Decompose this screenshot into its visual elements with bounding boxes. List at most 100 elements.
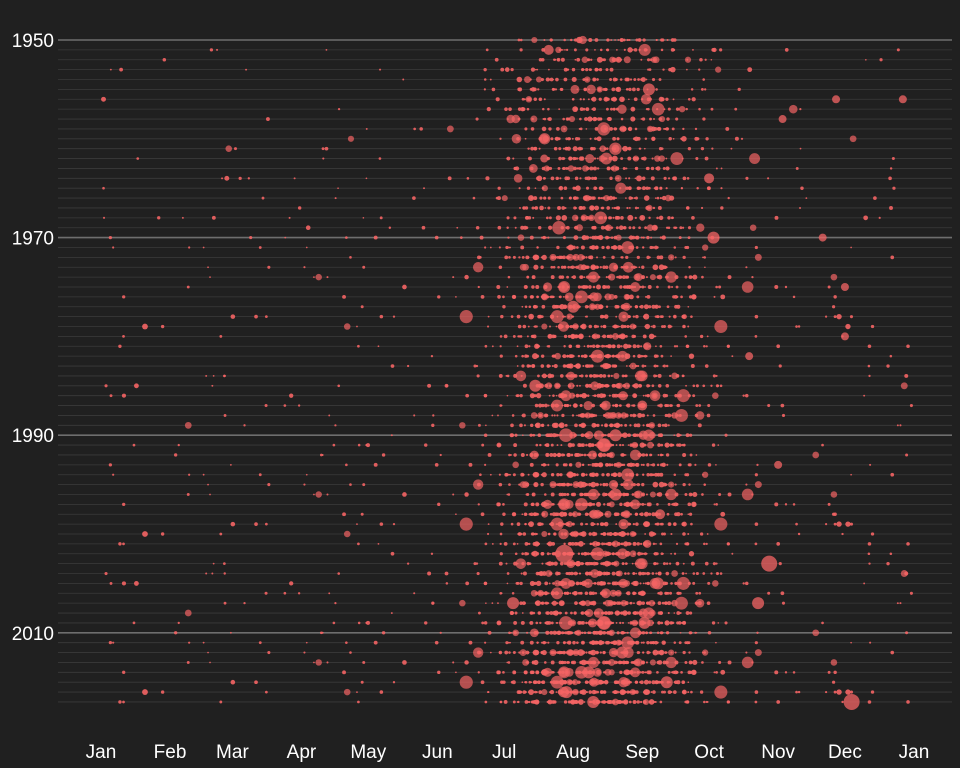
data-point [604, 265, 609, 269]
data-point [618, 325, 621, 328]
data-point [583, 551, 588, 556]
data-point [609, 226, 611, 229]
data-point [532, 216, 535, 219]
data-point [593, 235, 598, 240]
data-point [656, 216, 659, 220]
data-point [211, 215, 216, 220]
data-point [549, 552, 552, 555]
data-point [133, 580, 139, 586]
data-point [532, 433, 536, 437]
data-point [682, 690, 686, 694]
data-point [538, 522, 543, 527]
data-point [741, 488, 754, 501]
data-point [710, 235, 715, 240]
data-point [540, 551, 545, 556]
data-point [184, 421, 192, 429]
data-point [596, 334, 601, 339]
data-point [582, 365, 585, 368]
data-point [413, 127, 416, 131]
data-point [695, 591, 699, 595]
data-point [600, 383, 605, 388]
data-point [473, 562, 477, 566]
data-point [624, 423, 628, 427]
data-point [392, 315, 396, 318]
data-point [615, 570, 621, 577]
data-point [645, 186, 649, 190]
data-point [715, 167, 718, 170]
data-point [585, 48, 589, 52]
data-point [572, 146, 578, 152]
data-point [592, 285, 596, 289]
data-point [718, 285, 722, 289]
data-point [526, 561, 530, 566]
data-point [616, 541, 621, 546]
data-point [574, 58, 577, 61]
data-point [592, 146, 596, 151]
data-point [560, 444, 563, 447]
data-point [688, 483, 691, 486]
data-point [682, 562, 685, 565]
data-point [552, 503, 555, 506]
data-point [381, 631, 386, 635]
data-point [590, 206, 594, 210]
data-point [517, 87, 523, 92]
data-point [636, 255, 640, 259]
data-point [507, 246, 510, 249]
data-point [617, 413, 622, 418]
data-point [585, 443, 588, 447]
data-point [703, 542, 706, 546]
data-point [499, 621, 501, 624]
data-point [611, 155, 618, 162]
data-point [675, 226, 678, 229]
data-point [589, 464, 591, 466]
data-point [727, 275, 732, 280]
data-point [547, 621, 550, 624]
data-point [608, 167, 611, 170]
data-point [522, 324, 527, 329]
data-point [593, 608, 604, 618]
data-point [616, 512, 620, 516]
data-point [529, 640, 534, 645]
data-point [594, 205, 600, 211]
data-point [530, 115, 538, 123]
data-point [580, 481, 587, 488]
data-point [509, 611, 514, 616]
data-point [554, 136, 560, 141]
data-point [617, 472, 622, 478]
data-point [664, 394, 669, 398]
data-point [569, 483, 573, 486]
data-point [845, 521, 851, 527]
data-point [633, 78, 637, 81]
data-point [549, 314, 555, 319]
data-point [342, 294, 346, 299]
data-point [535, 393, 542, 399]
data-point [545, 570, 553, 577]
data-point [667, 226, 671, 229]
data-point [511, 612, 514, 614]
data-point [599, 403, 604, 408]
data-point [587, 58, 591, 62]
data-point [603, 285, 606, 289]
data-point [522, 532, 527, 536]
data-point [558, 660, 563, 665]
data-point [601, 700, 605, 704]
data-point [547, 444, 550, 447]
data-point [681, 136, 687, 142]
data-point [406, 364, 410, 368]
data-point [580, 562, 584, 566]
data-point [326, 661, 329, 664]
data-point [546, 502, 550, 506]
data-point [472, 196, 476, 200]
data-point [656, 166, 661, 171]
data-point [624, 550, 631, 557]
data-point [662, 364, 666, 368]
data-point [572, 511, 579, 518]
data-point [833, 315, 837, 319]
data-point [510, 423, 514, 428]
data-point [563, 334, 568, 339]
data-point [520, 225, 525, 230]
data-point [174, 631, 178, 635]
data-point [557, 483, 560, 486]
data-point [529, 628, 539, 638]
data-point [696, 223, 705, 232]
